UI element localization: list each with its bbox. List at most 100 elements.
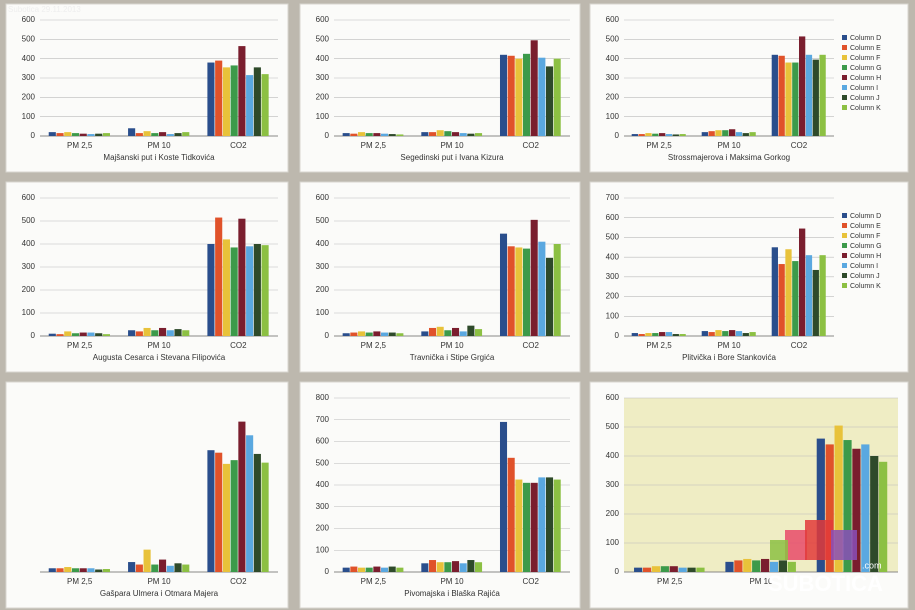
bar [357,331,366,336]
y-tick-label: 300 [316,502,330,511]
bar [669,566,678,572]
chart-sheet: 0 100 200 300 400 500 600 PM 2,5 PM 10 CO2 Travnič… [299,181,581,373]
y-tick-label: 0 [615,331,620,340]
chart-sheet: 0 100 200 300 400 500 600 700 PM 2,5 PM 10 CO2 Plit… [589,181,909,373]
bar [546,66,554,136]
legend-swatch [842,95,847,100]
y-tick-label: 600 [606,213,620,222]
bar [752,560,761,572]
bar [365,567,373,572]
bar [182,564,190,572]
x-tick-label: PM 10 [147,577,171,586]
bar [436,130,444,136]
bar [687,567,696,572]
bar [207,244,215,336]
paper [5,381,289,609]
bar [159,327,167,336]
y-tick-label: 600 [606,15,620,24]
bar [71,568,80,572]
bar [246,75,254,136]
x-tick-label: PM 10 [440,141,464,150]
bar [743,558,752,572]
y-tick-label: 500 [316,34,330,43]
bar [499,233,508,336]
bar [631,134,638,136]
bar [396,567,404,572]
legend-swatch [842,243,847,248]
x-tick-label: CO2 [230,341,247,350]
bar [373,566,381,572]
bar [95,333,103,336]
y-tick-label: 200 [316,285,330,294]
bar [238,421,246,572]
bar [102,334,110,336]
bar [735,132,743,136]
bar [428,132,437,136]
bar [166,330,174,336]
bar [222,463,230,572]
legend-label: Column D [850,213,881,220]
legend-label: Column E [850,45,881,52]
bar [805,255,813,336]
bar [638,334,645,336]
bar [530,482,538,572]
bar [444,330,452,336]
y-tick-label: 100 [316,308,330,317]
y-tick-label: 300 [316,73,330,82]
bar [761,558,770,572]
y-tick-label: 0 [325,567,330,576]
bar [459,563,467,572]
bar [792,62,799,136]
bar [174,133,182,136]
y-tick-label: 400 [22,54,36,63]
bar [742,333,749,336]
bar [812,59,819,137]
y-tick-label: 0 [325,331,330,340]
chart-caption: Gašpara Ulmera i Otmara Majera [100,589,219,598]
bar [151,330,159,336]
bar [553,58,561,136]
y-tick-label: 300 [606,73,620,82]
bar [128,562,136,572]
bar [792,261,799,336]
bar [708,332,715,336]
bar [799,228,806,336]
chart-caption: Pivomajska i Blaška Rajića [404,589,500,598]
bar [48,333,56,336]
bar [261,245,269,336]
bar [708,131,715,136]
bar [672,134,679,136]
bar [652,333,659,336]
bar [861,444,870,572]
bar [729,129,736,136]
bar [816,438,825,572]
chart-sheets: 0 100 200 300 400 500 600 PM 2,5 PM 10 CO2 Majšans… [5,3,909,609]
y-tick-label: 200 [316,92,330,101]
bar [64,331,72,336]
chart-caption: Travnička i Stipe Grgića [410,353,495,362]
bar [553,479,561,572]
bar [350,332,358,336]
bar [428,327,437,336]
legend-swatch [842,233,847,238]
y-tick-label: 200 [606,509,620,518]
bar [421,563,429,572]
y-tick-label: 0 [615,567,620,576]
y-tick-label: 500 [316,458,330,467]
y-tick-label: 600 [22,193,36,202]
bar [79,133,87,136]
bar [381,567,389,572]
bar [530,219,538,336]
bar [538,477,546,572]
y-tick-label: 300 [606,480,620,489]
y-tick-label: 100 [606,112,620,121]
bar [365,133,373,136]
logo-block [785,530,807,560]
bar [870,456,879,572]
bar [530,40,538,136]
bar [475,329,483,336]
legend-label: Column H [850,75,881,82]
bar [522,482,531,572]
y-tick-label: 200 [606,292,620,301]
bar [87,568,95,572]
